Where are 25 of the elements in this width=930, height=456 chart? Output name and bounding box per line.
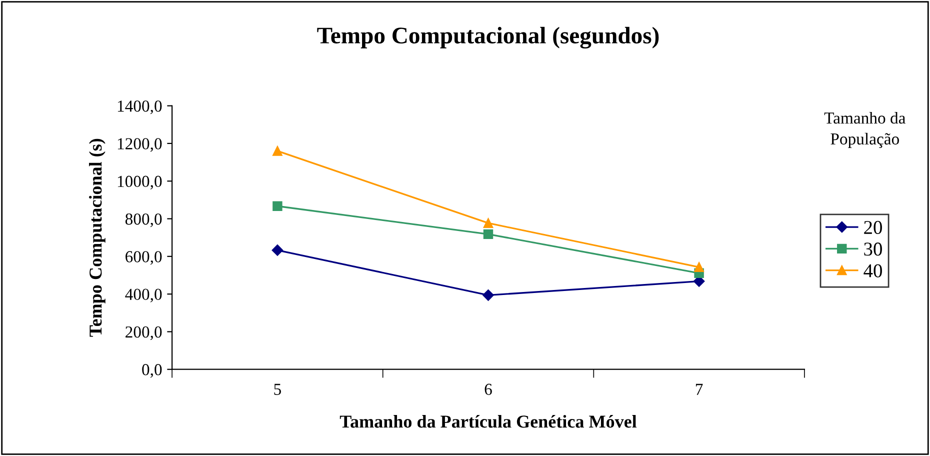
point xyxy=(482,290,494,301)
y-tick-label: 1200,0 xyxy=(118,138,162,152)
legend-label: 30 xyxy=(864,242,882,256)
point xyxy=(272,201,282,211)
x-tick-label: 7 xyxy=(696,384,703,395)
y-tick-label: 200,0 xyxy=(126,326,162,340)
y-tick-label: 800,0 xyxy=(125,213,162,228)
y-tick-label: 1000,0 xyxy=(118,176,162,190)
x-tick-label: 6 xyxy=(484,384,492,395)
point xyxy=(272,146,282,156)
x-tick-label: 5 xyxy=(274,384,281,395)
point xyxy=(483,229,494,240)
y-tick-label: 400,0 xyxy=(125,288,162,302)
legend-label: 40 xyxy=(864,264,882,278)
point xyxy=(694,262,704,272)
x-axis-title: Tamanho da Partícula Genética Móvel xyxy=(340,415,637,428)
y-tick-label: 1400,0 xyxy=(118,100,162,114)
chart-title: Tempo Computacional (segundos) xyxy=(317,26,659,49)
legend-title: Tamanho da População xyxy=(824,112,906,148)
y-axis-title: Tempo Computacional (s) xyxy=(89,138,106,337)
y-tick-label: 0,0 xyxy=(142,364,162,378)
point xyxy=(483,218,494,228)
point xyxy=(272,244,284,256)
y-tick-label: 600,0 xyxy=(126,251,162,265)
legend-label: 20 xyxy=(864,220,882,234)
